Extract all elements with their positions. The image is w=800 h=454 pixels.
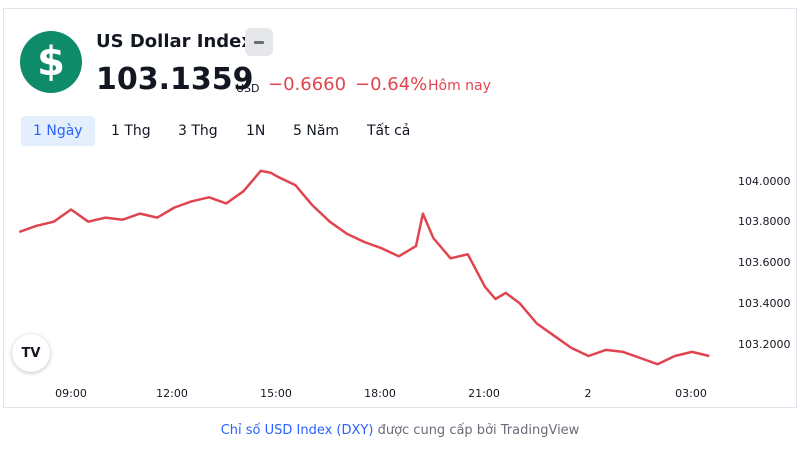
dollar-logo-icon: $ — [20, 31, 82, 93]
attribution-footer: Chỉ số USD Index (DXY) được cung cấp bởi… — [0, 423, 800, 438]
currency-label: USD — [236, 82, 260, 95]
current-price: 103.1359 — [96, 62, 254, 97]
attribution-link[interactable]: Chỉ số USD Index (DXY) — [220, 423, 374, 438]
y-tick-label: 104.0000 — [738, 175, 791, 188]
tab-5-year[interactable]: 5 Năm — [293, 123, 340, 139]
x-tick-label: 15:00 — [260, 387, 292, 400]
price-change: −0.6660 — [268, 74, 347, 95]
y-tick-label: 103.6000 — [738, 256, 791, 269]
tab-1-year[interactable]: 1N — [246, 123, 266, 139]
price-line — [18, 169, 710, 366]
x-tick-label: 18:00 — [364, 387, 396, 400]
x-tick-label: 03:00 — [675, 387, 707, 400]
y-tick-label: 103.2000 — [738, 338, 791, 351]
minus-icon[interactable] — [245, 28, 273, 56]
period-label: Hôm nay — [428, 78, 491, 94]
instrument-title[interactable]: US Dollar Index — [96, 31, 253, 52]
chart-widget — [3, 8, 797, 408]
tab-1-day[interactable]: 1 Ngày — [21, 116, 95, 146]
tradingview-logo-icon[interactable]: TV — [12, 334, 50, 372]
attribution-text: được cung cấp bởi TradingView — [377, 423, 580, 438]
tab-1-month[interactable]: 1 Thg — [111, 123, 151, 139]
y-tick-label: 103.4000 — [738, 297, 791, 310]
price-change-percent: −0.64% — [355, 74, 428, 95]
x-tick-label: 09:00 — [55, 387, 87, 400]
y-tick-label: 103.8000 — [738, 215, 791, 228]
x-tick-label: 12:00 — [156, 387, 188, 400]
x-tick-label: 2 — [584, 387, 592, 400]
tab-3-month[interactable]: 3 Thg — [178, 123, 218, 139]
tab-all[interactable]: Tất cả — [367, 123, 411, 139]
x-tick-label: 21:00 — [468, 387, 500, 400]
